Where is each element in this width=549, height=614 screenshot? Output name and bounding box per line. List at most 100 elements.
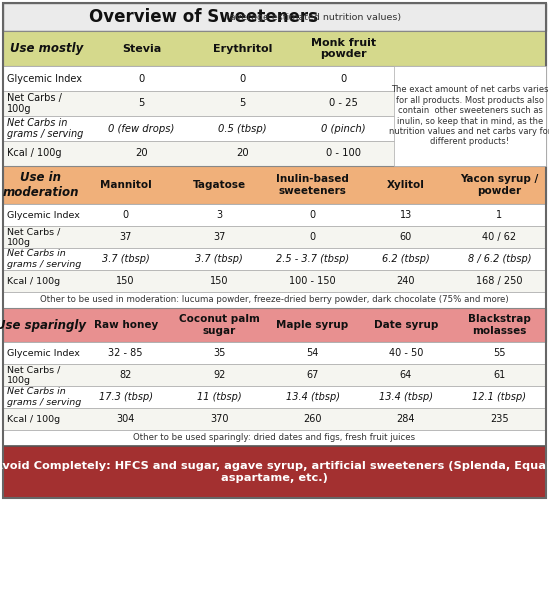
Text: 3: 3: [216, 210, 222, 220]
Text: Blackstrap
molasses: Blackstrap molasses: [468, 314, 531, 336]
Text: 40 / 62: 40 / 62: [482, 232, 517, 242]
Text: 240: 240: [396, 276, 415, 286]
Text: 35: 35: [213, 348, 225, 358]
Text: 0: 0: [340, 74, 346, 84]
Bar: [3, 308, 546, 342]
Text: Use in
moderation: Use in moderation: [3, 171, 79, 199]
Text: 0: 0: [239, 74, 245, 84]
Text: Net Carbs in
grams / serving: Net Carbs in grams / serving: [7, 249, 81, 269]
Bar: [3, 430, 546, 446]
Text: 8 / 6.2 (tbsp): 8 / 6.2 (tbsp): [468, 254, 531, 264]
Text: Yacon syrup /
powder: Yacon syrup / powder: [460, 174, 539, 196]
Text: 37: 37: [213, 232, 225, 242]
Bar: [3, 166, 546, 204]
Text: 12.1 (tbsp): 12.1 (tbsp): [472, 392, 526, 402]
Text: 92: 92: [213, 370, 225, 380]
Bar: [3, 270, 546, 292]
Text: Net Carbs in
grams / serving: Net Carbs in grams / serving: [7, 118, 83, 139]
Bar: [3, 342, 546, 364]
Text: Net Carbs /
100g: Net Carbs / 100g: [7, 93, 62, 114]
Text: 37: 37: [120, 232, 132, 242]
Text: 6.2 (tbsp): 6.2 (tbsp): [382, 254, 430, 264]
Text: 168 / 250: 168 / 250: [476, 276, 523, 286]
Text: 5: 5: [239, 98, 246, 109]
Text: Inulin-based
sweeteners: Inulin-based sweeteners: [276, 174, 349, 196]
Text: 0 - 100: 0 - 100: [326, 149, 361, 158]
Text: Kcal / 100g: Kcal / 100g: [7, 276, 60, 286]
Text: 64: 64: [400, 370, 412, 380]
Text: Use mostly: Use mostly: [10, 42, 83, 55]
Text: 235: 235: [490, 414, 508, 424]
Text: (average estimated nutrition values): (average estimated nutrition values): [223, 12, 401, 21]
Text: 0: 0: [310, 232, 316, 242]
Text: Kcal / 100g: Kcal / 100g: [7, 149, 61, 158]
Text: 5: 5: [138, 98, 145, 109]
Bar: [3, 66, 546, 91]
Bar: [3, 386, 546, 408]
Text: 13.4 (tbsp): 13.4 (tbsp): [379, 392, 433, 402]
Bar: [3, 226, 546, 248]
Text: 0 (pinch): 0 (pinch): [321, 123, 366, 133]
Text: 1: 1: [496, 210, 502, 220]
Text: 82: 82: [120, 370, 132, 380]
Text: 0 (few drops): 0 (few drops): [108, 123, 175, 133]
Text: Date syrup: Date syrup: [374, 320, 438, 330]
Text: 13: 13: [400, 210, 412, 220]
Text: 61: 61: [493, 370, 506, 380]
Text: Net Carbs in
grams / serving: Net Carbs in grams / serving: [7, 387, 81, 406]
Text: Raw honey: Raw honey: [93, 320, 158, 330]
Text: Mannitol: Mannitol: [100, 180, 152, 190]
Text: Net Carbs /
100g: Net Carbs / 100g: [7, 365, 60, 385]
Text: 150: 150: [116, 276, 135, 286]
Text: 20: 20: [135, 149, 148, 158]
Bar: [3, 204, 546, 226]
Text: 3.7 (tbsp): 3.7 (tbsp): [102, 254, 149, 264]
Text: 2.5 - 3.7 (tbsp): 2.5 - 3.7 (tbsp): [276, 254, 349, 264]
Text: 260: 260: [303, 414, 322, 424]
Text: 0: 0: [138, 74, 144, 84]
Text: Tagatose: Tagatose: [193, 180, 245, 190]
Text: Other to be used in moderation: lucuma powder, freeze-dried berry powder, dark c: Other to be used in moderation: lucuma p…: [40, 295, 509, 305]
Text: Xylitol: Xylitol: [387, 180, 425, 190]
Text: 67: 67: [306, 370, 318, 380]
Text: Erythritol: Erythritol: [213, 44, 272, 53]
Text: Maple syrup: Maple syrup: [276, 320, 349, 330]
Text: 370: 370: [210, 414, 228, 424]
Text: 32 - 85: 32 - 85: [109, 348, 143, 358]
Text: Other to be used sparingly: dried dates and figs, fresh fruit juices: Other to be used sparingly: dried dates …: [133, 433, 416, 443]
Text: Monk fruit
powder: Monk fruit powder: [311, 37, 376, 60]
Text: 54: 54: [306, 348, 318, 358]
Text: The exact amount of net carbs varies
for all products. Most products also
contai: The exact amount of net carbs varies for…: [389, 85, 549, 147]
Text: Use sparingly: Use sparingly: [0, 319, 86, 332]
Text: 0 - 25: 0 - 25: [329, 98, 358, 109]
Bar: [3, 446, 546, 498]
Bar: [3, 248, 546, 270]
Text: Coconut palm
sugar: Coconut palm sugar: [178, 314, 260, 336]
Text: Glycemic Index: Glycemic Index: [7, 211, 80, 219]
Bar: [3, 364, 546, 386]
Text: 13.4 (tbsp): 13.4 (tbsp): [285, 392, 339, 402]
Bar: [3, 141, 546, 166]
Text: 150: 150: [210, 276, 228, 286]
Bar: [3, 91, 546, 116]
Bar: [3, 116, 546, 141]
Text: 40 - 50: 40 - 50: [389, 348, 423, 358]
Text: 11 (tbsp): 11 (tbsp): [197, 392, 242, 402]
Text: Stevia: Stevia: [122, 44, 161, 53]
Text: Net Carbs /
100g: Net Carbs / 100g: [7, 227, 60, 247]
Bar: [394, 66, 546, 166]
Text: Glycemic Index: Glycemic Index: [7, 349, 80, 357]
Text: 55: 55: [493, 348, 506, 358]
Text: Glycemic Index: Glycemic Index: [7, 74, 82, 84]
Bar: [3, 31, 546, 66]
Text: 17.3 (tbsp): 17.3 (tbsp): [99, 392, 153, 402]
Bar: [3, 3, 546, 498]
Text: 20: 20: [236, 149, 249, 158]
Text: 100 - 150: 100 - 150: [289, 276, 336, 286]
Text: 304: 304: [116, 414, 135, 424]
Text: Overview of Sweeteners: Overview of Sweeteners: [89, 8, 318, 26]
Text: 0: 0: [122, 210, 129, 220]
Bar: [3, 292, 546, 308]
Text: 284: 284: [396, 414, 415, 424]
Text: 0.5 (tbsp): 0.5 (tbsp): [218, 123, 267, 133]
